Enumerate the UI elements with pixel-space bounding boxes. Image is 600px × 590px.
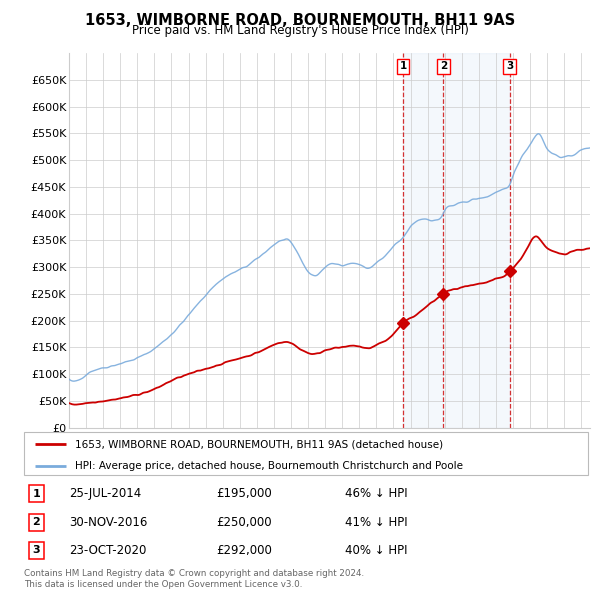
Text: Price paid vs. HM Land Registry's House Price Index (HPI): Price paid vs. HM Land Registry's House … (131, 24, 469, 37)
Text: £195,000: £195,000 (216, 487, 272, 500)
Text: 2: 2 (440, 61, 447, 71)
Text: 41% ↓ HPI: 41% ↓ HPI (346, 516, 408, 529)
Text: 46% ↓ HPI: 46% ↓ HPI (346, 487, 408, 500)
Text: 3: 3 (506, 61, 514, 71)
Text: 2: 2 (32, 517, 40, 527)
Text: 25-JUL-2014: 25-JUL-2014 (69, 487, 142, 500)
Text: 1: 1 (32, 489, 40, 499)
Text: 3: 3 (32, 546, 40, 555)
Text: 1653, WIMBORNE ROAD, BOURNEMOUTH, BH11 9AS: 1653, WIMBORNE ROAD, BOURNEMOUTH, BH11 9… (85, 13, 515, 28)
Text: £292,000: £292,000 (216, 544, 272, 557)
Text: 23-OCT-2020: 23-OCT-2020 (69, 544, 146, 557)
Text: 1: 1 (400, 61, 407, 71)
Text: HPI: Average price, detached house, Bournemouth Christchurch and Poole: HPI: Average price, detached house, Bour… (75, 461, 463, 471)
Text: 40% ↓ HPI: 40% ↓ HPI (346, 544, 408, 557)
Text: £250,000: £250,000 (216, 516, 271, 529)
FancyBboxPatch shape (24, 432, 588, 475)
Bar (403, 53, 510, 428)
Text: Contains HM Land Registry data © Crown copyright and database right 2024.
This d: Contains HM Land Registry data © Crown c… (24, 569, 364, 589)
Text: 30-NOV-2016: 30-NOV-2016 (69, 516, 148, 529)
Text: 1653, WIMBORNE ROAD, BOURNEMOUTH, BH11 9AS (detached house): 1653, WIMBORNE ROAD, BOURNEMOUTH, BH11 9… (75, 440, 443, 450)
